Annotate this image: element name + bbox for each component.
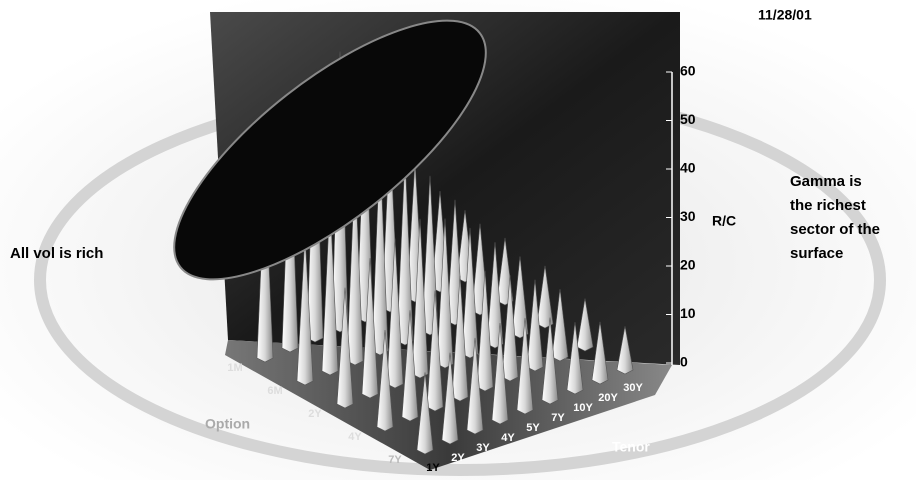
right-note: the richest bbox=[790, 197, 866, 214]
cone bbox=[486, 242, 504, 349]
right-note: sector of the bbox=[790, 221, 880, 238]
cone bbox=[591, 321, 609, 385]
cone bbox=[376, 329, 394, 432]
tenor-tick-label: 20Y bbox=[598, 392, 618, 404]
cone bbox=[576, 298, 594, 352]
cone bbox=[616, 326, 634, 375]
option-tick-label: 1M bbox=[227, 362, 242, 374]
z-tick-label: 20 bbox=[680, 257, 696, 273]
option-tick-label: 2Y bbox=[308, 408, 322, 420]
z-tick-label: 10 bbox=[680, 305, 696, 321]
cone bbox=[361, 258, 379, 399]
option-tick-label: 7Y bbox=[388, 454, 402, 466]
tenor-tick-label: 30Y bbox=[623, 382, 643, 394]
cone bbox=[491, 322, 509, 425]
tenor-tick-label: 3Y bbox=[476, 442, 490, 454]
tenor-tick-label: 2Y bbox=[451, 452, 465, 464]
cone bbox=[461, 227, 479, 359]
z-tick-label: 60 bbox=[680, 63, 696, 79]
cone bbox=[426, 290, 444, 412]
cone bbox=[386, 238, 404, 389]
tenor-label: Tenor bbox=[612, 439, 650, 455]
tenor-tick-label: 10Y bbox=[573, 402, 593, 414]
cone bbox=[541, 317, 559, 405]
z-tick-label: 30 bbox=[680, 208, 696, 224]
tenor-tick-label: 4Y bbox=[501, 432, 515, 444]
cone bbox=[451, 275, 469, 402]
tenor-tick-label: 1Y bbox=[426, 462, 440, 474]
cone bbox=[346, 166, 364, 366]
cone bbox=[336, 287, 354, 409]
cone bbox=[526, 279, 544, 372]
highlight-ellipse bbox=[173, 19, 487, 281]
right-note: Gamma is bbox=[790, 173, 862, 190]
z-tick-label: 0 bbox=[680, 354, 688, 370]
cone bbox=[401, 310, 419, 422]
left-note: All vol is rich bbox=[10, 245, 103, 262]
cone bbox=[296, 235, 314, 386]
tenor-tick-label: 7Y bbox=[551, 412, 565, 424]
cone bbox=[396, 156, 414, 346]
option-tick-label: 6M bbox=[267, 385, 282, 397]
cone bbox=[441, 352, 459, 445]
date: 11/28/01 bbox=[758, 7, 812, 23]
cone bbox=[436, 218, 454, 369]
cone bbox=[536, 265, 554, 329]
cone bbox=[476, 270, 494, 392]
cone bbox=[511, 256, 529, 339]
cone bbox=[516, 317, 534, 415]
right-note: surface bbox=[790, 245, 843, 262]
option-tick-label: 4Y bbox=[348, 431, 362, 443]
cone bbox=[371, 147, 389, 356]
z-tick-label: 40 bbox=[680, 160, 696, 176]
option-label: Option bbox=[205, 416, 250, 432]
cone bbox=[566, 322, 584, 395]
z-tick-label: 50 bbox=[680, 111, 696, 127]
z-label: R/C bbox=[712, 213, 736, 229]
cone bbox=[416, 372, 434, 455]
cone bbox=[411, 218, 429, 379]
cone bbox=[551, 289, 569, 362]
cone bbox=[321, 201, 339, 376]
cone bbox=[501, 275, 519, 382]
cone bbox=[466, 337, 484, 435]
tenor-tick-label: 5Y bbox=[526, 422, 540, 434]
